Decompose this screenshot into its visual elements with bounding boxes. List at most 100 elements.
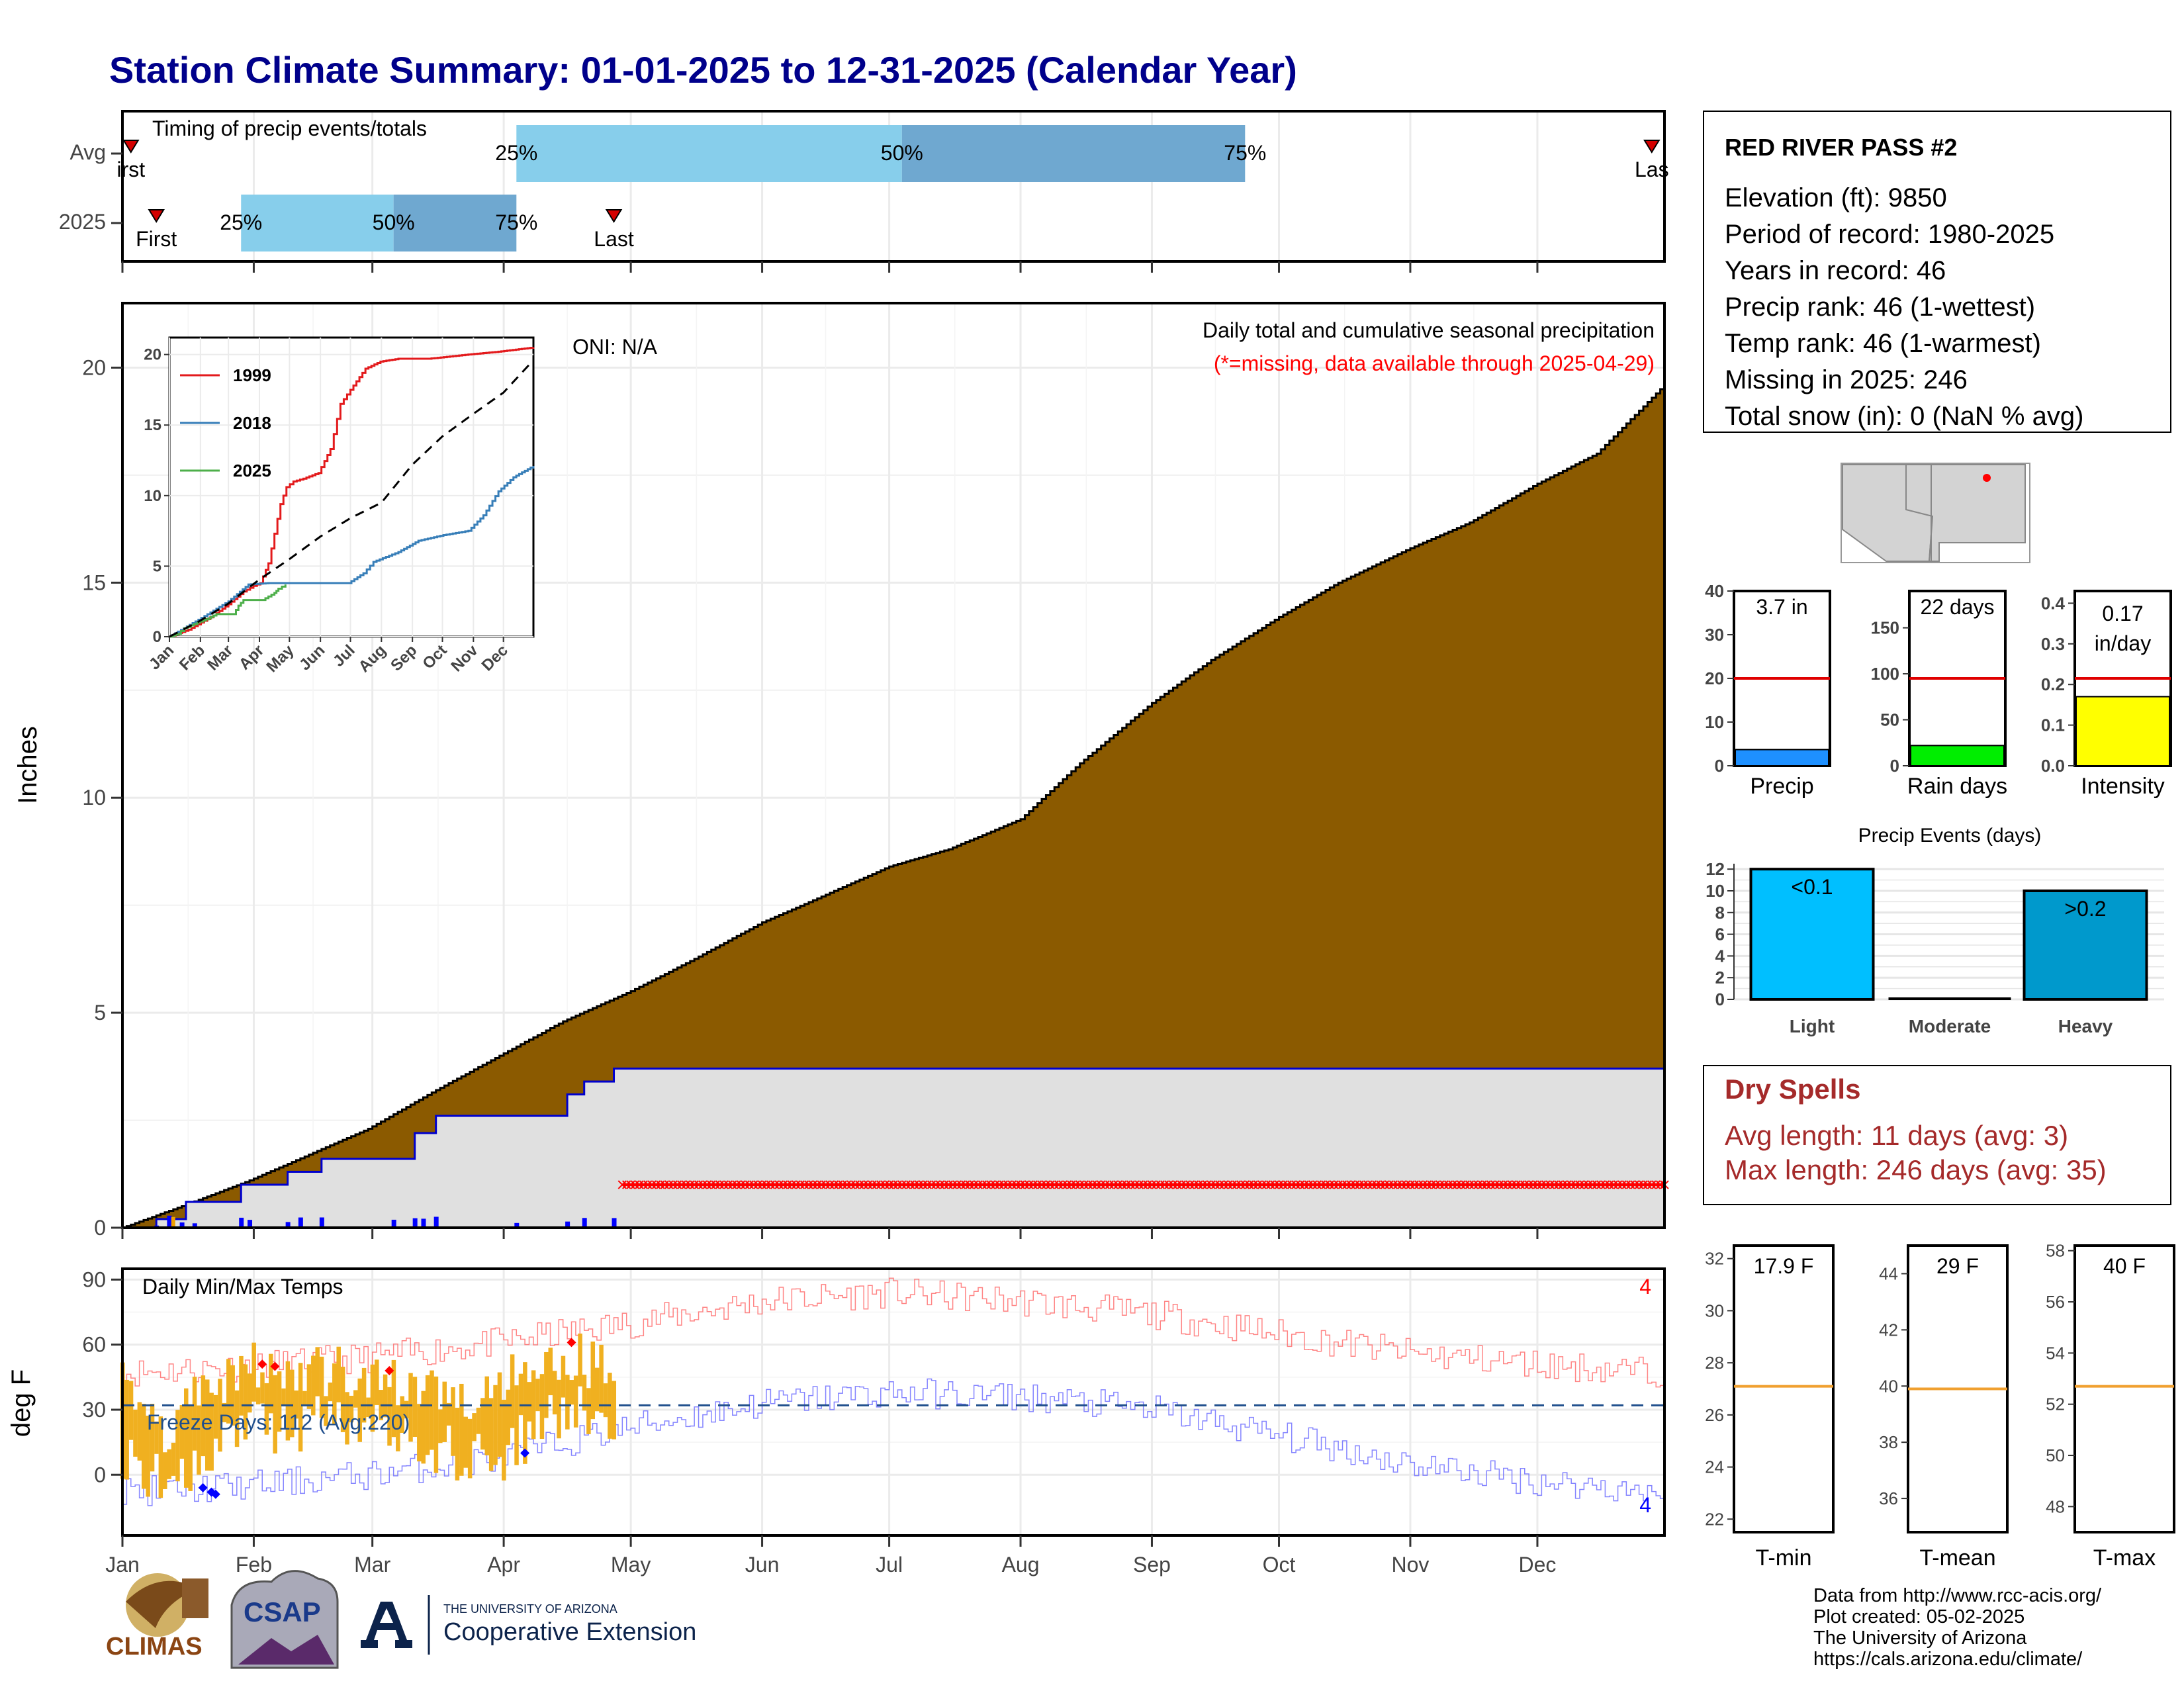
temp-box-tick: 40 (1879, 1376, 1898, 1396)
daily-temp-range-bar (163, 1452, 167, 1489)
daily-precip-bar (412, 1218, 418, 1228)
temp-box-value: 29 F (1936, 1254, 1979, 1278)
daily-temp-range-bar (205, 1379, 210, 1471)
mini-bar-value: 3.7 in (1756, 595, 1807, 619)
daily-temp-range-bar (137, 1402, 142, 1461)
station-marker (1983, 474, 1991, 482)
daily-temp-range-bar (251, 1342, 256, 1402)
daily-precip-bar (582, 1218, 587, 1228)
precip-ylabel: Inches (13, 726, 42, 804)
daily-temp-range-bar (396, 1405, 400, 1451)
temp-box-label: T-min (1756, 1545, 1812, 1571)
daily-temp-range-bar (285, 1361, 291, 1441)
new-mexico-shape (1905, 464, 2026, 562)
month-label: Sep (1133, 1553, 1171, 1577)
timing-bar-2025-q2 (241, 195, 394, 251)
daily-temp-range-bar (590, 1342, 596, 1420)
timing-2025-p50-label: 50% (373, 210, 415, 234)
temp-box-value: 17.9 F (1754, 1254, 1814, 1278)
daily-temp-range-bar (336, 1346, 341, 1402)
page-title: Station Climate Summary: 01-01-2025 to 1… (109, 49, 1297, 91)
mini-bar-tick: 0.2 (2041, 674, 2065, 694)
timing-2025-p25-label: 25% (220, 210, 262, 234)
daily-temp-range-bar (260, 1372, 265, 1404)
events-ytick-label: 12 (1706, 859, 1725, 879)
mini-bar-tick: 150 (1871, 618, 1899, 638)
temp-box-tick: 28 (1705, 1353, 1724, 1373)
missing-note: (*=missing, data available through 2025-… (1214, 351, 1655, 375)
timing-2025-last-marker (605, 209, 623, 223)
csap-logo: CSAP (230, 1570, 339, 1669)
station-info-box: RED RIVER PASS #2 Elevation (ft): 9850 Pe… (1703, 111, 2171, 433)
daily-temp-range-bar (201, 1375, 206, 1457)
daily-temp-range-bar (179, 1405, 185, 1459)
events-ytick-label: 4 (1715, 946, 1725, 966)
daily-temp-range-bar (175, 1410, 180, 1482)
daily-temp-range-bar (230, 1365, 235, 1426)
precip-ytick-label: 10 (82, 786, 106, 809)
daily-temp-range-bar (226, 1359, 231, 1424)
events-ytick-label: 10 (1706, 881, 1725, 901)
daily-temp-range-bar (328, 1382, 333, 1402)
climas-logo: CLIMAS (106, 1573, 208, 1661)
mini-bar-label: Intensity (2081, 774, 2165, 799)
daily-temp-range-bar (527, 1382, 532, 1422)
daily-temp-range-bar (188, 1405, 193, 1491)
temperature-panel: 0 30 60 90 Jan Feb Mar Apr May Jun Jul Aug Sep Oct No… (7, 1267, 1666, 1577)
daily-temp-range-bar (412, 1377, 418, 1438)
daily-temp-range-bar (264, 1383, 269, 1435)
average-cumulative-area (122, 385, 1666, 1229)
events-ytick-label: 6 (1715, 925, 1725, 944)
station-info-line: Temp rank: 46 (1-warmest) (1725, 329, 2041, 358)
events-bar-heavy (2023, 890, 2148, 1001)
mini-bar-precip (1735, 749, 1829, 766)
events-ytick-label: 0 (1715, 989, 1725, 1009)
inset-line-2018 (169, 466, 535, 638)
temp-box-tick: 22 (1705, 1509, 1724, 1529)
daily-temp-range-bar (192, 1377, 197, 1451)
station-info-line: Precip rank: 46 (1-wettest) (1725, 293, 2035, 322)
daily-temp-range-bar (442, 1381, 447, 1442)
location-map (1841, 463, 2030, 563)
precip-ytick-label: 20 (82, 355, 106, 379)
daily-temp-range-bar (586, 1388, 591, 1434)
temp-box-tick: 48 (2046, 1496, 2065, 1516)
daily-temp-range-bar (569, 1380, 574, 1405)
daily-precip-bar (391, 1219, 396, 1228)
mini-bar-label: Precip (1750, 774, 1813, 799)
daily-temp-range-bar (506, 1389, 510, 1445)
daily-precip-bar (239, 1217, 244, 1228)
month-label: Nov (1391, 1553, 1429, 1577)
timing-2025-last-label: Last (594, 227, 634, 251)
daily-temp-range-bar (400, 1396, 404, 1433)
timing-2025-p75-label: 75% (495, 210, 537, 234)
daily-precip-bar (433, 1216, 439, 1228)
precip-ytick-label: 15 (82, 571, 106, 594)
daily-temp-range-bar (391, 1359, 396, 1438)
timing-bar-avg-q3 (901, 125, 1246, 182)
timing-avg-first-label: irst (116, 158, 145, 181)
daily-temp-range-bar (565, 1375, 570, 1430)
daily-temp-range-bar (438, 1409, 443, 1443)
daily-temp-range-bar (332, 1363, 337, 1424)
daily-temp-range-bar (197, 1405, 201, 1475)
record-high-marker (257, 1359, 267, 1369)
daily-temp-range-bar (150, 1404, 155, 1472)
daily-temp-range-bar (128, 1381, 134, 1440)
precip-note: Daily total and cumulative seasonal prec… (1203, 318, 1655, 342)
month-label: Dec (1519, 1553, 1557, 1577)
daily-temp-range-bar (518, 1373, 523, 1416)
mini-bar-value-unit: in/day (2095, 631, 2151, 655)
daily-precip-bar (565, 1221, 570, 1228)
daily-temp-range-bar (451, 1387, 455, 1456)
daily-temp-range-bar (594, 1367, 600, 1412)
daily-temp-range-bar (425, 1375, 430, 1455)
daily-precip-bar (285, 1222, 291, 1228)
dry-spells-avg: Avg length: 11 days (avg: 3) (1725, 1120, 2068, 1151)
daily-temp-range-bar (476, 1407, 481, 1434)
month-label: Aug (1002, 1553, 1040, 1577)
mini-bar-tick: 0 (1715, 756, 1724, 776)
month-label: Jul (876, 1553, 903, 1577)
daily-temp-range-bar (243, 1364, 248, 1440)
